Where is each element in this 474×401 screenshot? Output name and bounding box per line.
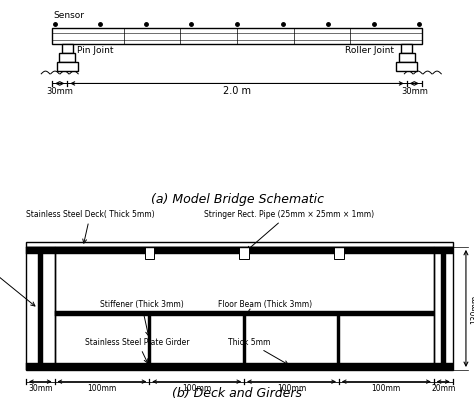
Bar: [26, 363, 55, 370]
Bar: [246, 254, 337, 311]
Bar: [55, 254, 148, 311]
Text: 20mm: 20mm: [431, 383, 456, 392]
Text: 30mm: 30mm: [46, 87, 73, 95]
Text: Stainless Steel Deck( Thick 5mm): Stainless Steel Deck( Thick 5mm): [26, 210, 155, 243]
Text: Floor Beam (Thick 3mm): Floor Beam (Thick 3mm): [218, 299, 312, 313]
Text: 100mm: 100mm: [87, 383, 117, 392]
Bar: [151, 316, 243, 363]
Bar: [145, 247, 154, 259]
Bar: [55, 316, 148, 363]
Text: Thick 5mm: Thick 5mm: [228, 338, 288, 365]
Bar: [434, 363, 453, 370]
Bar: [57, 63, 78, 72]
Bar: [434, 247, 453, 254]
Text: Stiffener (Thick 3mm): Stiffener (Thick 3mm): [100, 299, 183, 336]
Bar: [55, 313, 434, 316]
Bar: [26, 247, 55, 254]
Text: 100mm: 100mm: [372, 383, 401, 392]
Text: Sensor: Sensor: [53, 10, 84, 20]
Bar: [55, 363, 434, 370]
Bar: [399, 54, 415, 63]
Bar: [59, 54, 75, 63]
Text: Pin Joint: Pin Joint: [77, 46, 113, 55]
Text: Thick 3mm: Thick 3mm: [0, 255, 35, 306]
Bar: [151, 254, 243, 311]
Text: 30mm: 30mm: [401, 87, 428, 95]
Text: 130mm: 130mm: [471, 294, 474, 323]
Bar: [55, 247, 434, 370]
Bar: [26, 243, 453, 247]
Bar: [62, 45, 73, 54]
Bar: [334, 247, 344, 259]
Text: 100mm: 100mm: [277, 383, 306, 392]
Text: (a) Model Bridge Schematic: (a) Model Bridge Schematic: [151, 192, 323, 205]
Bar: [239, 247, 249, 259]
Bar: [38, 254, 43, 363]
Bar: [401, 45, 412, 54]
Bar: [340, 254, 434, 311]
Text: Roller Joint: Roller Joint: [345, 46, 394, 55]
Bar: [441, 254, 446, 363]
Bar: [55, 311, 434, 313]
Text: 100mm: 100mm: [182, 383, 211, 392]
Bar: [434, 247, 453, 370]
Bar: [52, 29, 422, 45]
Bar: [55, 247, 434, 254]
Bar: [246, 316, 337, 363]
Bar: [148, 316, 151, 363]
Bar: [243, 316, 246, 363]
Text: (b) Deck and Girders: (b) Deck and Girders: [172, 386, 302, 399]
Text: 2.0 m: 2.0 m: [223, 85, 251, 95]
Text: Stainless Steel Plate Girder: Stainless Steel Plate Girder: [85, 338, 190, 363]
Text: 30mm: 30mm: [28, 383, 53, 392]
Text: Stringer Rect. Pipe (25mm × 25mm × 1mm): Stringer Rect. Pipe (25mm × 25mm × 1mm): [204, 210, 374, 251]
Bar: [337, 316, 340, 363]
Bar: [340, 316, 434, 363]
Bar: [26, 247, 55, 370]
Bar: [396, 63, 417, 72]
